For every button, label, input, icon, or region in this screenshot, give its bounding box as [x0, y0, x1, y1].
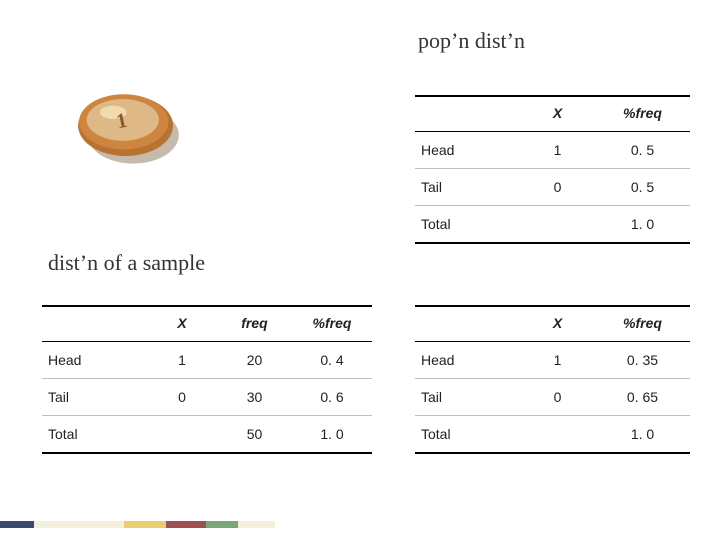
sample-table: X freq %freq Head 1 20 0. 4 Tail 0 30 0.…	[42, 305, 372, 454]
col-blank	[415, 306, 520, 342]
footer-bar-segment	[0, 521, 34, 528]
population-table: X %freq Head 1 0. 5 Tail 0 0. 5 Total 1.…	[415, 95, 690, 244]
col-blank	[42, 306, 147, 342]
coin-image: 1	[70, 80, 185, 175]
cell-freq: 50	[217, 416, 292, 454]
table-header-row: X %freq	[415, 96, 690, 132]
col-x: X	[147, 306, 217, 342]
population-heading: pop’n dist’n	[418, 28, 525, 54]
cell-freq: 20	[217, 342, 292, 379]
col-pctfreq: %freq	[595, 96, 690, 132]
row-label: Total	[415, 206, 520, 244]
col-pctfreq: %freq	[292, 306, 372, 342]
table-row: Tail 0 0. 5	[415, 169, 690, 206]
footer-bar-segment	[124, 521, 166, 528]
cell-x: 1	[147, 342, 217, 379]
row-label: Total	[42, 416, 147, 454]
row-label: Tail	[42, 379, 147, 416]
footer-bar-segment	[238, 521, 275, 528]
table-row-total: Total 1. 0	[415, 416, 690, 454]
cell-pct: 1. 0	[292, 416, 372, 454]
table-row: Tail 0 30 0. 6	[42, 379, 372, 416]
cell-x	[147, 416, 217, 454]
footer-color-bar	[0, 521, 275, 528]
cell-x: 0	[147, 379, 217, 416]
sample-heading: dist’n of a sample	[48, 250, 205, 276]
col-freq: freq	[217, 306, 292, 342]
cell-x: 1	[520, 132, 595, 169]
col-x: X	[520, 96, 595, 132]
cell-pct: 0. 4	[292, 342, 372, 379]
row-label: Tail	[415, 169, 520, 206]
row-label: Head	[415, 342, 520, 379]
table-row-total: Total 50 1. 0	[42, 416, 372, 454]
col-x: X	[520, 306, 595, 342]
cell-pct: 0. 65	[595, 379, 690, 416]
cell-pct: 1. 0	[595, 416, 690, 454]
cell-pct: 1. 0	[595, 206, 690, 244]
cell-pct: 0. 5	[595, 169, 690, 206]
cell-freq: 30	[217, 379, 292, 416]
table-row: Head 1 0. 35	[415, 342, 690, 379]
col-pctfreq: %freq	[595, 306, 690, 342]
cell-pct: 0. 6	[292, 379, 372, 416]
cell-pct: 0. 35	[595, 342, 690, 379]
table-header-row: X %freq	[415, 306, 690, 342]
right-sample-table: X %freq Head 1 0. 35 Tail 0 0. 65 Total …	[415, 305, 690, 454]
cell-x: 1	[520, 342, 595, 379]
cell-pct: 0. 5	[595, 132, 690, 169]
cell-x	[520, 206, 595, 244]
table-row-total: Total 1. 0	[415, 206, 690, 244]
footer-bar-segment	[34, 521, 124, 528]
row-label: Total	[415, 416, 520, 454]
table-row: Head 1 0. 5	[415, 132, 690, 169]
row-label: Head	[42, 342, 147, 379]
footer-bar-segment	[206, 521, 238, 528]
cell-x	[520, 416, 595, 454]
footer-bar-segment	[166, 521, 206, 528]
table-row: Tail 0 0. 65	[415, 379, 690, 416]
row-label: Tail	[415, 379, 520, 416]
table-header-row: X freq %freq	[42, 306, 372, 342]
table-row: Head 1 20 0. 4	[42, 342, 372, 379]
col-blank	[415, 96, 520, 132]
row-label: Head	[415, 132, 520, 169]
cell-x: 0	[520, 379, 595, 416]
cell-x: 0	[520, 169, 595, 206]
